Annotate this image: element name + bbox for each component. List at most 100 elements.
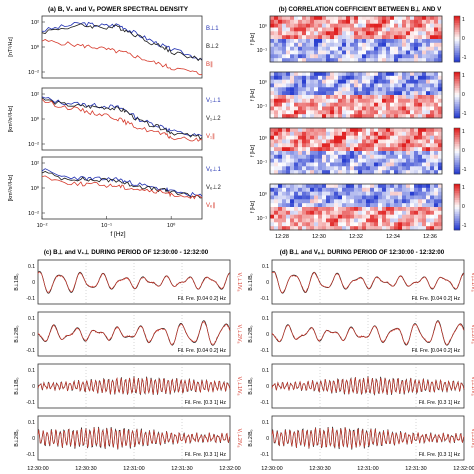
b-heat-cell — [270, 31, 275, 36]
b-heat-cell — [402, 128, 407, 133]
b-heat-cell — [378, 39, 383, 44]
b-heat-cell — [282, 54, 287, 59]
b-heat-cell — [342, 50, 347, 55]
b-heat-cell — [354, 191, 359, 196]
chart-a: 10²10⁰10⁻²[nT²/Hz]B⊥1B⊥2B∥10²10⁰10⁻²[km²… — [8, 15, 221, 229]
b-heat-cell — [378, 106, 383, 111]
b-heat-cell — [410, 27, 415, 32]
b-heat-cell — [362, 72, 367, 77]
b-heat-cell — [370, 46, 375, 51]
b-heat-cell — [438, 16, 443, 21]
b-heat-cell — [382, 218, 387, 223]
b-heat-cell — [418, 110, 423, 115]
b-heat-cell — [430, 19, 435, 24]
b-heat-cell — [434, 23, 439, 28]
b-colorbar-cell — [454, 151, 460, 154]
b-heat-cell — [366, 139, 371, 144]
time-ytick-label: 0 — [32, 436, 35, 442]
b-heat-cell — [298, 87, 303, 92]
a-panel-2-frame — [41, 156, 203, 220]
b-heat-cell — [302, 214, 307, 219]
b-heat-cell — [322, 19, 327, 24]
b-heat-cell — [350, 31, 355, 36]
time-xtick-label: 12:31:30 — [405, 466, 426, 472]
b-heat-cell — [386, 147, 391, 152]
b-heat-cell — [330, 139, 335, 144]
b-heat-cell — [282, 151, 287, 156]
b-heat-cell — [334, 106, 339, 111]
b-heat-cell — [270, 154, 275, 159]
b-heat-cell — [286, 184, 291, 189]
b-heat-cell — [374, 139, 379, 144]
b-heat-cell — [334, 16, 339, 21]
b-heat-cell — [438, 158, 443, 163]
a-ytick-label: 10⁰ — [31, 44, 40, 51]
b-heat-cell — [346, 135, 351, 140]
b-heat-cell — [302, 75, 307, 80]
b-heat-cell — [290, 114, 295, 119]
b-heat-cell — [350, 114, 355, 119]
b-heat-cell — [314, 102, 319, 107]
b-heat-cell — [426, 75, 431, 80]
b-heat-cell — [358, 187, 363, 192]
b-heat-cell — [354, 98, 359, 103]
b-heat-cell — [422, 131, 427, 136]
b-heat-cell — [286, 83, 291, 88]
b-heat-cell — [346, 210, 351, 215]
b-heat-cell — [318, 102, 323, 107]
b-heat-cell — [294, 110, 299, 115]
b-heat-cell — [314, 114, 319, 119]
b-heat-cell — [286, 23, 291, 28]
b-heat-cell — [282, 106, 287, 111]
b-heat-cell — [374, 27, 379, 32]
b-heat-cell — [338, 195, 343, 200]
b-heat-cell — [298, 83, 303, 88]
b-heat-cell — [298, 58, 303, 63]
b-heat-cell — [342, 31, 347, 36]
b-heat-cell — [366, 199, 371, 204]
b-heat-cell — [386, 162, 391, 167]
b-heat-cell — [382, 170, 387, 175]
b-heat-cell — [326, 16, 331, 21]
b-heat-cell — [402, 16, 407, 21]
b-heat-cell — [386, 131, 391, 136]
b-heat-cell — [374, 72, 379, 77]
b-heat-cell — [298, 54, 303, 59]
b-heat-cell — [322, 46, 327, 51]
b-heat-cell — [294, 170, 299, 175]
b-heat-cell — [294, 222, 299, 227]
b-heat-cell — [314, 95, 319, 100]
a-ylabel: [km²/s²/Hz] — [8, 174, 14, 201]
b-heat-cell — [374, 162, 379, 167]
b-heat-cell — [306, 143, 311, 148]
b-heat-cell — [386, 79, 391, 84]
b-heat-cell — [398, 135, 403, 140]
b-heat-cell — [342, 135, 347, 140]
b-heat-cell — [290, 31, 295, 36]
b-heat-cell — [394, 158, 399, 163]
b-heat-cell — [422, 23, 427, 28]
b-heat-cell — [362, 191, 367, 196]
b-heat-cell — [378, 199, 383, 204]
b-heat-cell — [314, 191, 319, 196]
b-heat-cell — [306, 139, 311, 144]
b-heat-cell — [270, 98, 275, 103]
b-heat-cell — [430, 170, 435, 175]
b-heat-cell — [298, 143, 303, 148]
b-heat-cell — [318, 139, 323, 144]
b-heat-cell — [318, 128, 323, 133]
b-heat-cell — [394, 207, 399, 212]
b-heat-cell — [322, 170, 327, 175]
b-heat-cell — [422, 210, 427, 215]
b-heat-cell — [370, 207, 375, 212]
b-heat-cell — [278, 46, 283, 51]
b-heat-cell — [326, 139, 331, 144]
time-filter-note: Fil. Fre. [0.3 1] Hz — [185, 400, 227, 406]
b-heat-cell — [330, 222, 335, 227]
b-heat-cell — [370, 158, 375, 163]
b-heat-cell — [378, 226, 383, 231]
b-heat-cell — [322, 162, 327, 167]
b-heat-cell — [314, 91, 319, 96]
b-heat-cell — [314, 218, 319, 223]
b-heat-cell — [414, 226, 419, 231]
